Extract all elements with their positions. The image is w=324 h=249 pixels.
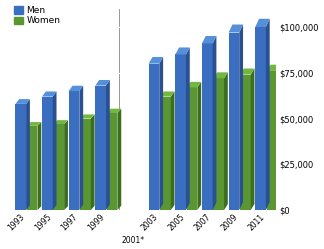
Polygon shape: [26, 99, 30, 210]
Bar: [175, 55, 186, 210]
Bar: [107, 113, 117, 210]
Bar: [229, 33, 239, 210]
Polygon shape: [267, 65, 281, 71]
Polygon shape: [277, 65, 281, 210]
Polygon shape: [149, 57, 163, 63]
Text: 2001*: 2001*: [122, 236, 145, 245]
Polygon shape: [107, 109, 121, 113]
Bar: [255, 27, 266, 210]
Polygon shape: [159, 57, 163, 210]
Polygon shape: [197, 82, 201, 210]
Polygon shape: [214, 72, 228, 78]
Polygon shape: [91, 114, 95, 210]
Polygon shape: [213, 36, 216, 210]
Bar: [80, 119, 91, 210]
Bar: [42, 97, 53, 210]
Bar: [95, 86, 106, 210]
Polygon shape: [42, 91, 56, 97]
Polygon shape: [38, 122, 41, 210]
Polygon shape: [240, 68, 254, 75]
Polygon shape: [187, 82, 201, 87]
Polygon shape: [186, 48, 190, 210]
Polygon shape: [171, 91, 175, 210]
Bar: [187, 87, 197, 210]
Polygon shape: [202, 36, 216, 44]
Bar: [240, 75, 251, 210]
Polygon shape: [229, 24, 243, 33]
Polygon shape: [27, 122, 41, 126]
Polygon shape: [266, 19, 270, 210]
Polygon shape: [106, 80, 110, 210]
Bar: [202, 44, 213, 210]
Legend: Men, Women: Men, Women: [13, 5, 61, 26]
Bar: [160, 97, 171, 210]
Polygon shape: [160, 91, 175, 97]
Polygon shape: [117, 109, 121, 210]
Bar: [267, 71, 277, 210]
Bar: [214, 78, 224, 210]
Polygon shape: [95, 80, 110, 86]
Polygon shape: [79, 86, 83, 210]
Polygon shape: [53, 120, 68, 124]
Polygon shape: [69, 86, 83, 91]
Bar: [149, 63, 159, 210]
Bar: [53, 124, 64, 210]
Polygon shape: [255, 19, 270, 27]
Bar: [27, 126, 38, 210]
Polygon shape: [16, 99, 30, 104]
Polygon shape: [224, 72, 228, 210]
Polygon shape: [175, 48, 190, 55]
Polygon shape: [53, 91, 56, 210]
Polygon shape: [239, 24, 243, 210]
Polygon shape: [64, 120, 68, 210]
Polygon shape: [251, 68, 254, 210]
Polygon shape: [80, 114, 95, 119]
Bar: [16, 104, 26, 210]
Bar: [69, 91, 79, 210]
